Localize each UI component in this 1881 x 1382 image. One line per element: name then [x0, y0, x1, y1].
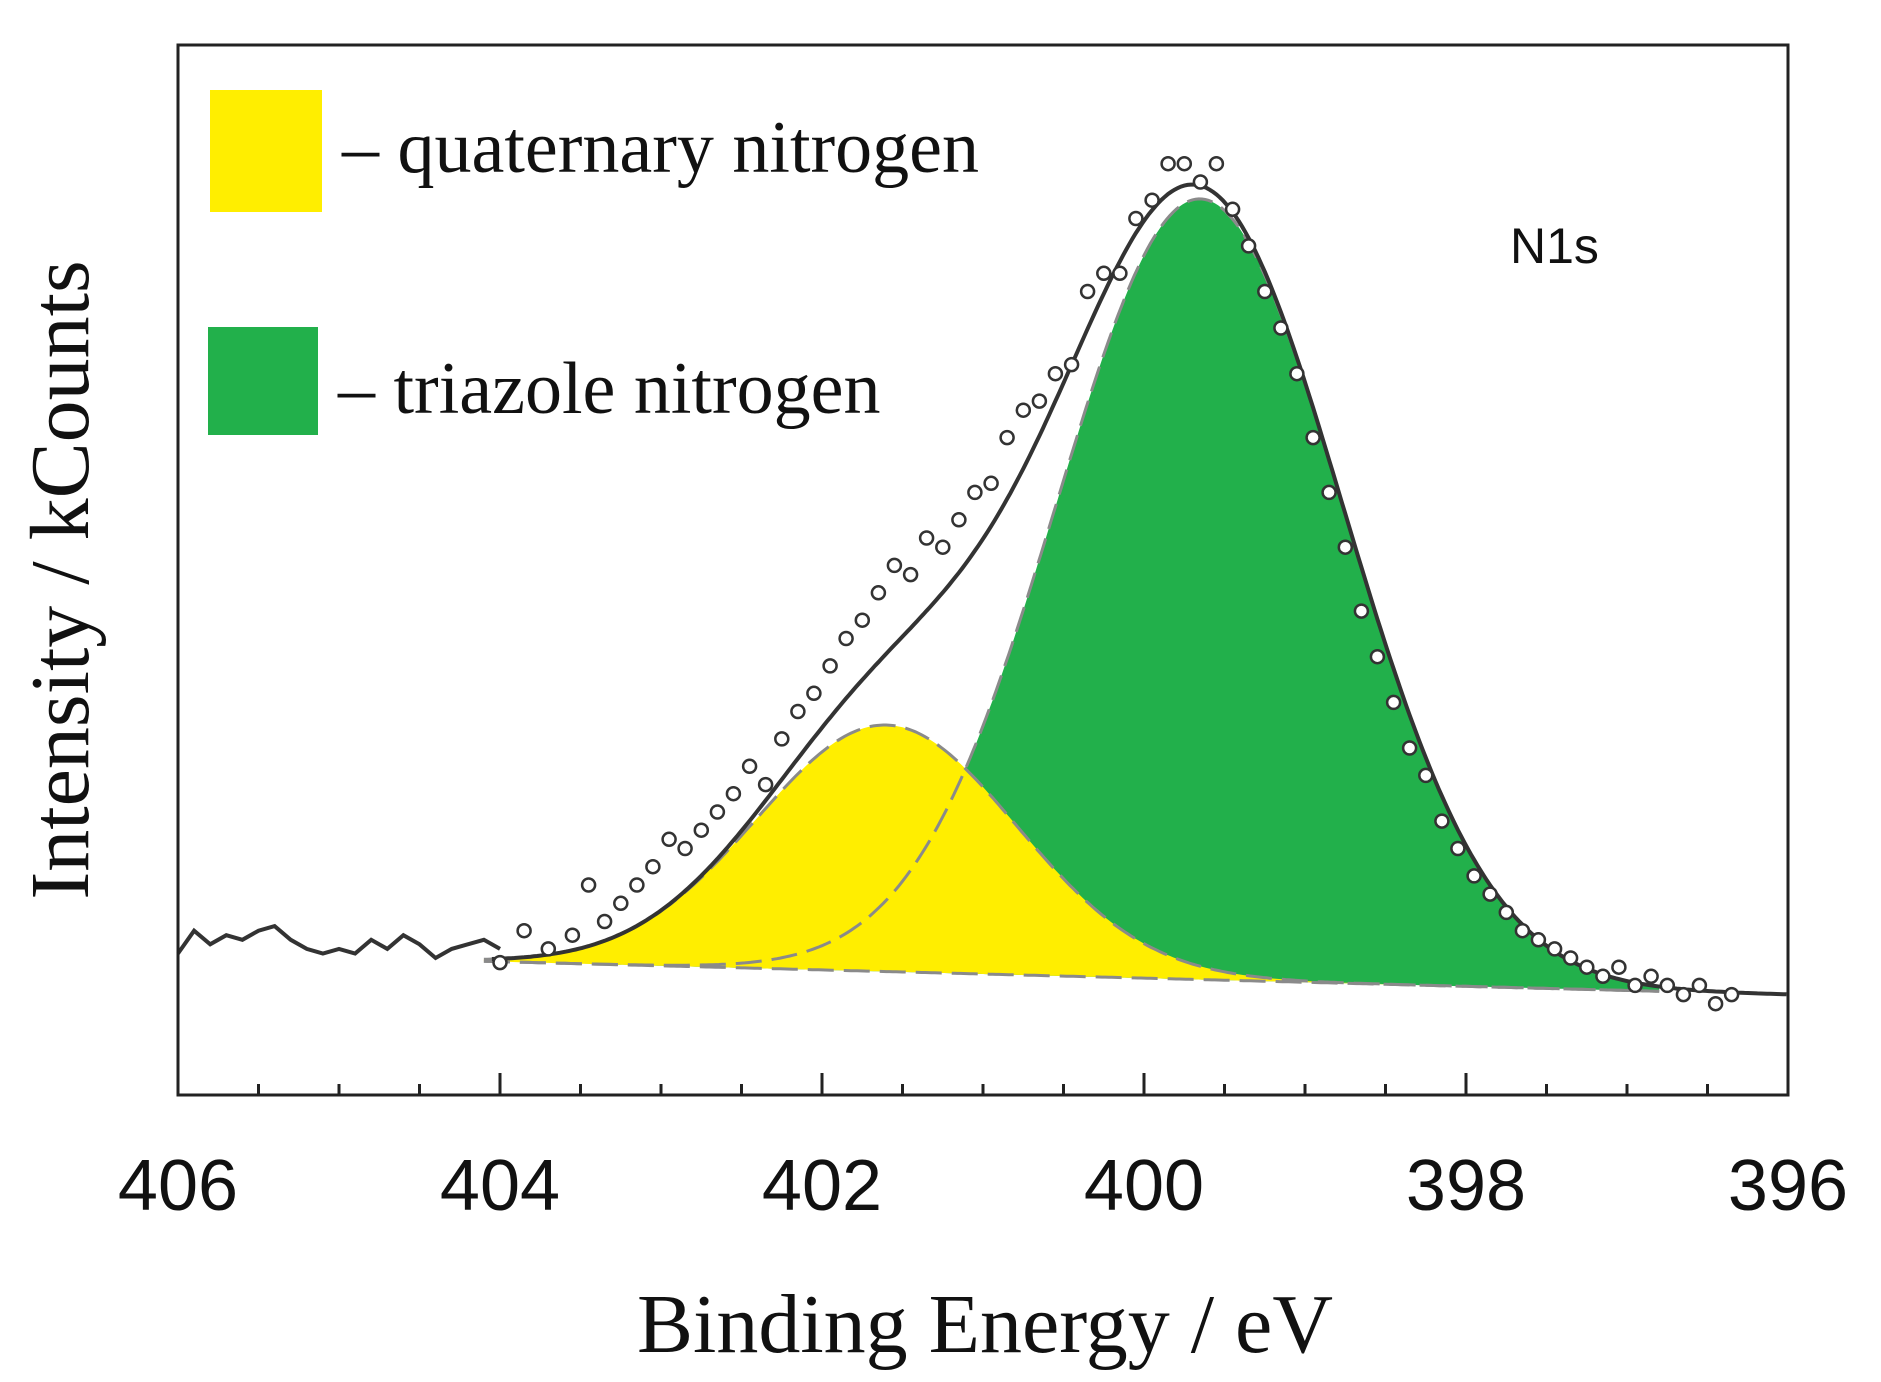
data-point [983, 475, 999, 492]
data-point [1289, 365, 1305, 382]
data-point [886, 557, 903, 574]
data-point [1627, 977, 1643, 994]
x-tick-label: 404 [440, 1146, 560, 1226]
data-point [774, 731, 790, 747]
data-point [1546, 941, 1563, 957]
data-point [1353, 603, 1370, 619]
data-point [1031, 393, 1048, 409]
data-point [596, 913, 613, 930]
x-tick-label: 402 [762, 1146, 882, 1226]
data-point [1096, 265, 1112, 282]
data-point [757, 776, 774, 793]
data-point [741, 758, 758, 775]
legend: – quaternary nitrogen – triazole nitroge… [208, 90, 979, 435]
data-point [1514, 922, 1531, 939]
data-point [918, 530, 935, 546]
data-point [1482, 886, 1498, 902]
data-point [709, 804, 726, 820]
data-point [838, 630, 854, 647]
data-point [1192, 174, 1209, 190]
x-axis-title: Binding Energy / eV [637, 1278, 1333, 1371]
data-point [613, 895, 629, 912]
data-point [1723, 986, 1740, 1003]
data-point [564, 927, 581, 943]
data-point [806, 685, 822, 702]
legend-swatch-quaternary-nitrogen [210, 90, 322, 212]
data-point [645, 858, 661, 875]
data-point [1675, 986, 1692, 1003]
data-point [870, 585, 887, 601]
data-point [822, 658, 838, 674]
data-point [492, 954, 508, 971]
data-point [1015, 402, 1032, 418]
triazole-nitrogen-area [483, 198, 1660, 992]
data-point [790, 703, 806, 720]
data-point [1418, 767, 1434, 784]
data-point [1595, 968, 1611, 985]
legend-label-triazole-nitrogen: – triazole nitrogen [337, 348, 880, 430]
baseline-line [483, 959, 1660, 993]
data-point [516, 922, 532, 939]
data-point [1160, 155, 1176, 172]
data-point [1224, 201, 1241, 218]
x-tick-label: 396 [1728, 1146, 1848, 1226]
x-tick-label: 398 [1406, 1146, 1526, 1226]
data-point [1707, 995, 1724, 1012]
data-point [1128, 210, 1144, 227]
data-point [1063, 356, 1080, 373]
data-point [1466, 868, 1482, 884]
data-point [951, 512, 967, 528]
data-point [580, 877, 597, 893]
data-point [1240, 238, 1257, 254]
data-point [1530, 932, 1547, 948]
x-tick-label: 406 [118, 1146, 238, 1226]
background-trace-line [176, 923, 501, 961]
data-point [1498, 904, 1515, 921]
data-point [1691, 977, 1708, 994]
data-point [725, 785, 742, 802]
data-point [540, 941, 557, 957]
y-axis-title: Intensity / kCounts [14, 260, 107, 899]
data-point [677, 840, 693, 857]
data-point [999, 429, 1015, 446]
data-point [693, 822, 710, 838]
n1s-annotation: N1s [1510, 218, 1599, 274]
data-point [1611, 959, 1627, 975]
data-point [661, 831, 677, 848]
quaternary-nitrogen-area [483, 725, 1660, 992]
data-point [1176, 155, 1193, 172]
data-point [1047, 365, 1064, 382]
data-point [1112, 265, 1128, 282]
data-point [1401, 740, 1418, 756]
data-point [902, 566, 919, 583]
x-tick-label: 400 [1084, 1146, 1204, 1226]
x-axis-ticks: 406 404 402 400 398 396 [118, 1073, 1848, 1226]
data-point [1273, 320, 1289, 336]
data-point [1579, 959, 1595, 975]
data-point [629, 877, 645, 893]
data-point [1450, 840, 1466, 857]
data-point [854, 612, 871, 628]
data-point [1321, 484, 1337, 501]
data-point [935, 539, 951, 555]
plot-area [176, 155, 1787, 1012]
data-point [1337, 539, 1354, 555]
data-point [1659, 977, 1676, 994]
data-point [1562, 950, 1579, 966]
data-point [1643, 968, 1659, 985]
data-point [1144, 192, 1160, 208]
legend-swatch-triazole-nitrogen [208, 327, 318, 435]
data-point [1305, 429, 1321, 446]
data-point [1079, 283, 1096, 300]
data-point [967, 484, 983, 501]
data-point [1434, 813, 1450, 829]
data-point [1208, 155, 1225, 172]
data-point [1369, 648, 1386, 665]
legend-label-quaternary-nitrogen: – quaternary nitrogen [341, 107, 979, 189]
data-point [1257, 283, 1273, 300]
data-point [1385, 694, 1402, 711]
